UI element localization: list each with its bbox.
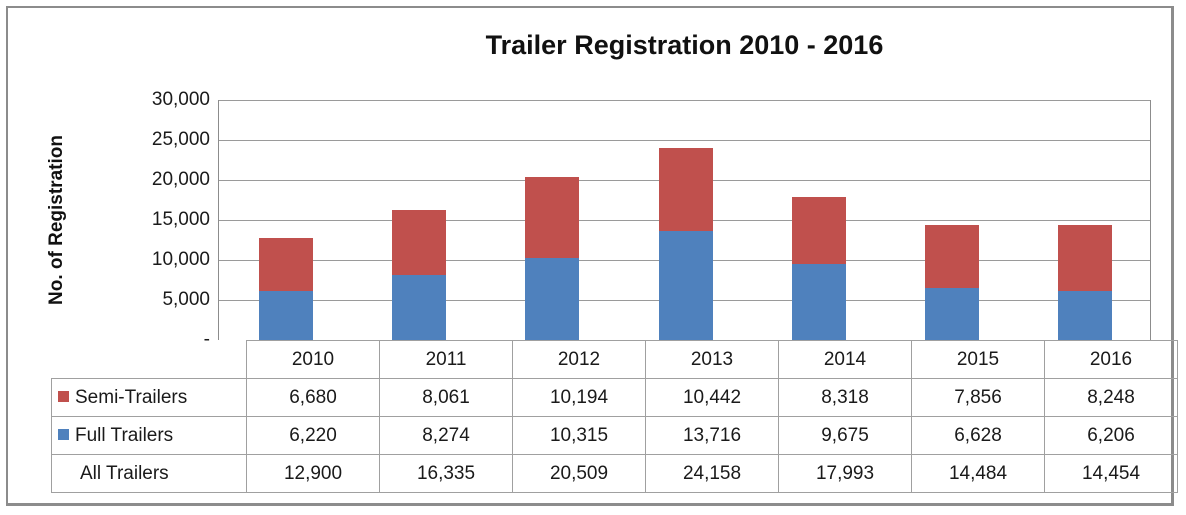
column-header: 2015 [911,340,1045,379]
y-tick-label: 25,000 [151,129,210,150]
table-cell: 14,454 [1044,454,1178,493]
y-tick-label: 10,000 [151,249,210,270]
bar-segment-semi-trailers [791,197,846,264]
bar-segment-full-trailers [1058,291,1113,341]
table-cell: 20,509 [512,454,646,493]
bar-segment-semi-trailers [391,210,446,275]
table-cell: 6,628 [911,416,1045,455]
stacked-bar-2010 [258,101,313,341]
row-header: Full Trailers [51,416,247,455]
table-cell: 6,220 [246,416,380,455]
column-header: 2014 [778,340,912,379]
stacked-bar-2016 [1058,101,1113,341]
table-cell: 8,318 [778,378,912,417]
bar-segment-semi-trailers [258,237,313,292]
table-cell: 13,716 [645,416,779,455]
column-header: 2013 [645,340,779,379]
table-row-all-trailers: All Trailers 12,900 16,335 20,509 24,158… [51,454,1178,493]
bar-segment-semi-trailers [658,147,713,232]
row-label: Semi-Trailers [75,386,188,408]
column-header: 2016 [1044,340,1178,379]
plot-area [218,100,1151,341]
table-cell: 17,993 [778,454,912,493]
bar-segment-semi-trailers [525,176,580,259]
stacked-bar-2015 [925,101,980,341]
y-tick-label: 5,000 [162,289,210,310]
column-header: 2010 [246,340,380,379]
chart-title: Trailer Registration 2010 - 2016 [485,30,884,60]
table-cell: 12,900 [246,454,380,493]
table-cell: 6,206 [1044,416,1178,455]
column-header: 2012 [512,340,646,379]
table-cell: 10,194 [512,378,646,417]
table-header-row: 2010 2011 2012 2013 2014 2015 2016 [51,340,1178,379]
table-row-semi-trailers: Semi-Trailers 6,680 8,061 10,194 10,442 … [51,378,1178,417]
y-tick-label: 15,000 [151,209,210,230]
table-cell: 16,335 [379,454,513,493]
table-cell: 14,484 [911,454,1045,493]
bar-segment-full-trailers [658,231,713,341]
table-cell: 8,274 [379,416,513,455]
y-tick-label: 30,000 [151,89,210,110]
row-header: Semi-Trailers [51,378,247,417]
gridline [219,100,1150,101]
table-cell: 10,315 [512,416,646,455]
y-axis-label: No. of Registration [46,135,67,305]
bar-segment-full-trailers [791,263,846,341]
y-tick-label: 20,000 [151,169,210,190]
legend-swatch-semi-icon [58,390,69,402]
bar-segment-semi-trailers [925,225,980,288]
stacked-bar-2011 [391,101,446,341]
data-table: 2010 2011 2012 2013 2014 2015 2016 Semi-… [51,340,1178,493]
table-cell: 8,248 [1044,378,1178,417]
bar-segment-full-trailers [258,291,313,341]
stacked-bar-2014 [791,101,846,341]
table-cell: 7,856 [911,378,1045,417]
table-row-full-trailers: Full Trailers 6,220 8,274 10,315 13,716 … [51,416,1178,455]
table-cell: 6,680 [246,378,380,417]
stacked-bar-2013 [658,101,713,341]
bar-segment-full-trailers [391,274,446,341]
legend-swatch-full-icon [58,428,69,440]
table-cell: 8,061 [379,378,513,417]
column-header: 2011 [379,340,513,379]
bar-segment-full-trailers [925,287,980,341]
row-header: All Trailers [51,454,247,493]
table-cell: 9,675 [778,416,912,455]
table-corner [51,340,247,379]
bar-segment-full-trailers [525,258,580,341]
table-cell: 10,442 [645,378,779,417]
y-tick-label: - [203,329,210,350]
bar-segment-semi-trailers [1058,225,1113,292]
table-cell: 24,158 [645,454,779,493]
stacked-bar-2012 [525,101,580,341]
row-label: Full Trailers [75,424,174,446]
gridline [219,140,1150,141]
